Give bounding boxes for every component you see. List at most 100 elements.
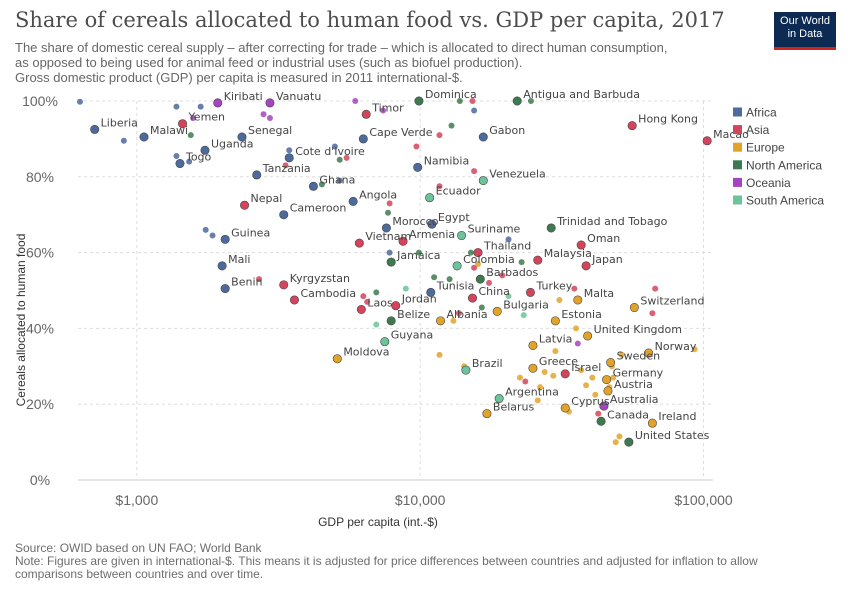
label-kyrgyzstan: Kyrgyzstan xyxy=(290,272,350,285)
label-macao: Macao xyxy=(713,128,749,141)
y-tick-label: 0% xyxy=(30,472,50,488)
label-austria: Austria xyxy=(614,378,653,391)
point xyxy=(505,236,512,243)
point-uganda xyxy=(200,145,210,155)
point xyxy=(436,183,443,190)
point xyxy=(550,372,557,379)
label-guinea: Guinea xyxy=(231,226,270,239)
label-togo: Togo xyxy=(185,151,212,164)
point-namibia xyxy=(413,162,423,172)
point xyxy=(336,177,343,184)
label-trinidad-and-tobago: Trinidad and Tobago xyxy=(556,215,667,228)
label-australia: Australia xyxy=(610,393,659,406)
point-hong-kong xyxy=(627,121,637,131)
point xyxy=(415,249,422,256)
legend: Africa Asia Europe North America Oceania Sout… xyxy=(733,106,824,208)
point-armenia xyxy=(398,236,408,246)
point xyxy=(455,310,462,317)
label-estonia: Estonia xyxy=(561,308,602,321)
point-trinidad-and-tobago xyxy=(546,223,556,233)
label-thailand: Thailand xyxy=(483,240,531,253)
source-text: Source: OWID based on UN FAO; World Bank xyxy=(15,541,262,555)
point xyxy=(173,103,180,110)
legend-swatch-asia xyxy=(733,125,742,135)
label-albania: Albania xyxy=(447,308,488,321)
point-ecuador xyxy=(425,193,435,203)
subtitle-line: The share of domestic cereal supply – af… xyxy=(15,40,668,55)
point xyxy=(436,351,443,358)
point xyxy=(520,312,527,319)
point xyxy=(618,351,625,358)
point-yemen xyxy=(178,119,188,129)
point xyxy=(456,98,463,104)
point xyxy=(209,232,216,239)
point xyxy=(282,162,289,169)
point xyxy=(499,272,506,279)
point xyxy=(573,325,580,332)
label-moldova: Moldova xyxy=(343,346,389,359)
point xyxy=(649,310,656,317)
label-uganda: Uganda xyxy=(211,137,253,150)
point-timor xyxy=(361,109,371,119)
point-china xyxy=(468,293,478,303)
point-greece xyxy=(528,363,538,373)
point xyxy=(352,98,359,104)
label-guyana: Guyana xyxy=(391,329,433,342)
point xyxy=(516,374,523,381)
point-cameroon xyxy=(279,210,289,220)
label-antigua-and-barbuda: Antigua and Barbuda xyxy=(523,88,640,101)
point-kyrgyzstan xyxy=(279,280,289,290)
point-jamaica xyxy=(386,257,396,267)
point-vietnam xyxy=(354,238,364,248)
point-egypt xyxy=(427,219,437,229)
point-sweden xyxy=(606,358,616,368)
label-malta: Malta xyxy=(584,287,614,300)
label-namibia: Namibia xyxy=(424,154,470,167)
label-ghana: Ghana xyxy=(319,173,355,186)
point-argentina xyxy=(494,394,504,404)
legend-label-south-america: South America xyxy=(746,194,824,208)
legend-swatch-south-america xyxy=(733,195,742,205)
label-ecuador: Ecuador xyxy=(436,185,481,198)
label-cambodia: Cambodia xyxy=(300,287,356,300)
point xyxy=(475,260,482,267)
point xyxy=(413,143,420,150)
subtitle-line: as opposed to being used for animal feed… xyxy=(15,55,523,70)
point xyxy=(534,397,541,404)
point xyxy=(578,367,585,374)
point xyxy=(436,132,443,139)
legend-swatch-oceania xyxy=(733,177,742,187)
point-tanzania xyxy=(252,170,262,180)
label-egypt: Egypt xyxy=(438,211,470,224)
label-brazil: Brazil xyxy=(472,357,503,370)
label-ireland: Ireland xyxy=(658,410,696,423)
label-japan: Japan xyxy=(591,253,623,266)
point xyxy=(595,410,602,417)
axes: 0% 20% 40% 60% 80% 100% $1,000 $10,000 $100,000 G… xyxy=(14,93,733,529)
point xyxy=(197,103,204,110)
label-angola: Angola xyxy=(359,188,397,201)
point xyxy=(571,285,578,292)
point xyxy=(450,317,457,324)
point xyxy=(187,132,194,139)
x-tick-label: $100,000 xyxy=(674,492,733,508)
chart-subtitle: The share of domestic cereal supply – af… xyxy=(15,40,760,85)
legend-label-oceania: Oceania xyxy=(746,176,791,190)
label-jordan: Jordan xyxy=(401,293,437,306)
label-norway: Norway xyxy=(655,340,697,353)
point xyxy=(256,276,263,283)
point xyxy=(380,107,387,114)
owid-logo[interactable]: Our World in Data xyxy=(774,12,836,50)
point-liberia xyxy=(90,124,100,134)
label-tanzania: Tanzania xyxy=(262,162,311,175)
point-albania xyxy=(436,316,446,326)
gridlines xyxy=(78,100,713,481)
point-laos xyxy=(356,304,366,314)
y-tick-label: 80% xyxy=(26,169,54,185)
point-brazil xyxy=(461,365,471,375)
label-germany: Germany xyxy=(613,367,664,380)
legend-label-asia: Asia xyxy=(746,123,770,137)
label-timor: Timor xyxy=(371,101,404,114)
label-bulgaria: Bulgaria xyxy=(503,298,549,311)
label-malaysia: Malaysia xyxy=(544,247,592,260)
